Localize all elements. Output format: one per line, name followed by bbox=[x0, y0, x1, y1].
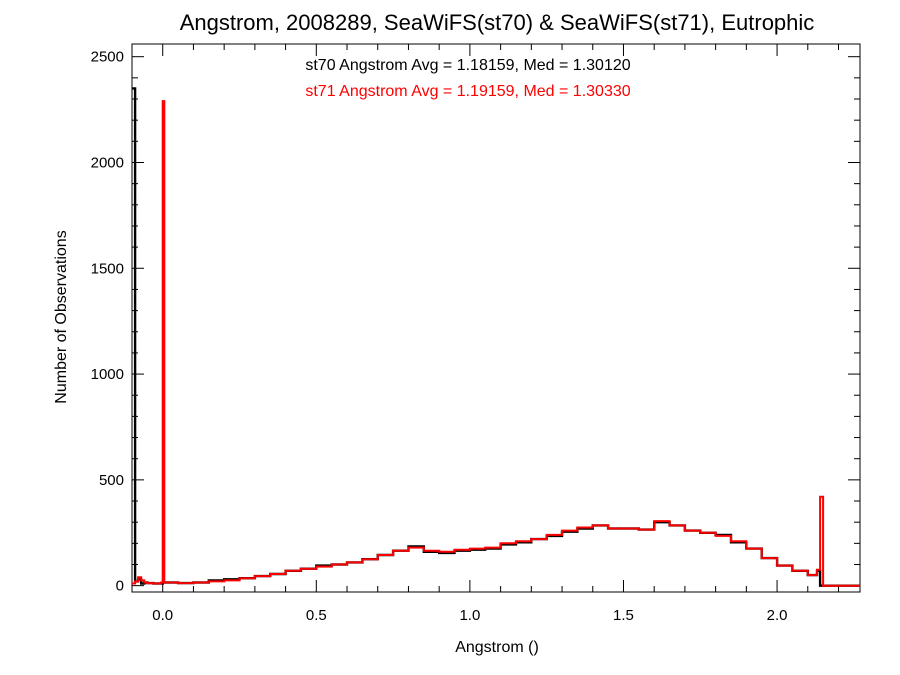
x-tick-label: 1.5 bbox=[613, 607, 634, 624]
plot-frame bbox=[131, 43, 861, 593]
y-axis-label: Number of Observations bbox=[53, 230, 70, 403]
y-tick-label: 2500 bbox=[91, 49, 124, 66]
x-axis-ticks: 0.0 0.5 1.0 1.5 2.0 bbox=[152, 44, 839, 624]
histogram-series bbox=[132, 87, 860, 587]
histogram-series-1 bbox=[132, 100, 860, 587]
y-tick-label: 500 bbox=[99, 472, 124, 489]
y-tick-label: 1000 bbox=[91, 366, 124, 383]
y-tick-label: 2000 bbox=[91, 154, 124, 171]
st71-stats-annotation: st71 Angstrom Avg = 1.19159, Med = 1.303… bbox=[305, 83, 630, 100]
x-tick-label: 1.0 bbox=[459, 607, 480, 624]
x-tick-label: 0.0 bbox=[152, 607, 173, 624]
x-tick-label: 0.5 bbox=[306, 607, 327, 624]
x-axis-label: Angstrom () bbox=[455, 639, 539, 656]
x-tick-label: 2.0 bbox=[767, 607, 788, 624]
y-axis-ticks: 0 500 1000 1500 2000 2500 bbox=[91, 49, 860, 595]
chart-title: Angstrom, 2008289, SeaWiFS(st70) & SeaWi… bbox=[180, 10, 815, 35]
st70-stats-annotation: st70 Angstrom Avg = 1.18159, Med = 1.301… bbox=[305, 57, 630, 74]
histogram-series-0 bbox=[132, 87, 860, 587]
y-tick-label: 0 bbox=[116, 578, 124, 595]
y-tick-label: 1500 bbox=[91, 260, 124, 277]
